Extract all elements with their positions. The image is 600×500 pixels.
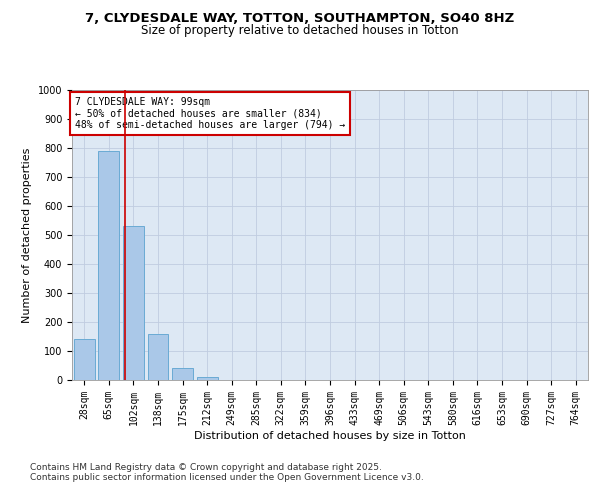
Bar xyxy=(123,226,144,380)
Text: Contains public sector information licensed under the Open Government Licence v3: Contains public sector information licen… xyxy=(30,474,424,482)
Text: 7, CLYDESDALE WAY, TOTTON, SOUTHAMPTON, SO40 8HZ: 7, CLYDESDALE WAY, TOTTON, SOUTHAMPTON, … xyxy=(85,12,515,26)
Text: 7 CLYDESDALE WAY: 99sqm
← 50% of detached houses are smaller (834)
48% of semi-d: 7 CLYDESDALE WAY: 99sqm ← 50% of detache… xyxy=(74,97,345,130)
X-axis label: Distribution of detached houses by size in Totton: Distribution of detached houses by size … xyxy=(194,430,466,440)
Text: Contains HM Land Registry data © Crown copyright and database right 2025.: Contains HM Land Registry data © Crown c… xyxy=(30,462,382,471)
Bar xyxy=(197,377,218,380)
Bar xyxy=(172,368,193,380)
Bar xyxy=(148,334,169,380)
Bar xyxy=(74,340,95,380)
Text: Size of property relative to detached houses in Totton: Size of property relative to detached ho… xyxy=(141,24,459,37)
Y-axis label: Number of detached properties: Number of detached properties xyxy=(22,148,32,322)
Bar xyxy=(98,151,119,380)
